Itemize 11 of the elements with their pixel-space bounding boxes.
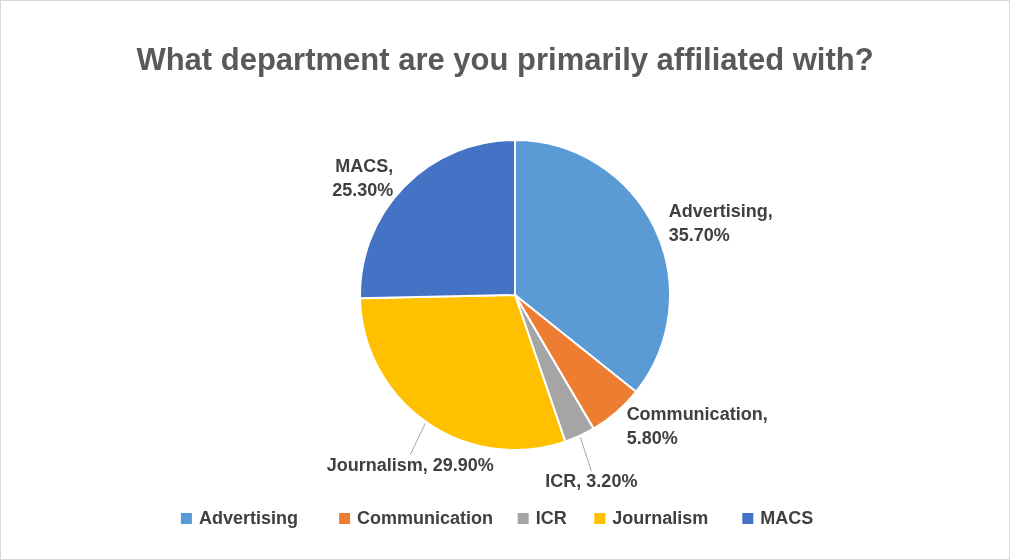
legend-label: ICR — [535, 508, 567, 528]
data-label: ICR, 3.20% — [545, 471, 638, 492]
legend-label: Journalism — [612, 508, 709, 528]
data-label: MACS, 25.30% — [332, 155, 394, 200]
data-label: Journalism, 29.90% — [326, 454, 494, 475]
data-label: Advertising, 35.70% — [668, 201, 773, 246]
legend-label: Advertising — [198, 508, 298, 528]
chart-title: What department are you primarily affiliated with? — [136, 42, 874, 77]
data-label: Communication, 5.80% — [626, 403, 768, 448]
legend-label: MACS — [760, 508, 814, 528]
legend-label: Communication — [357, 508, 494, 528]
